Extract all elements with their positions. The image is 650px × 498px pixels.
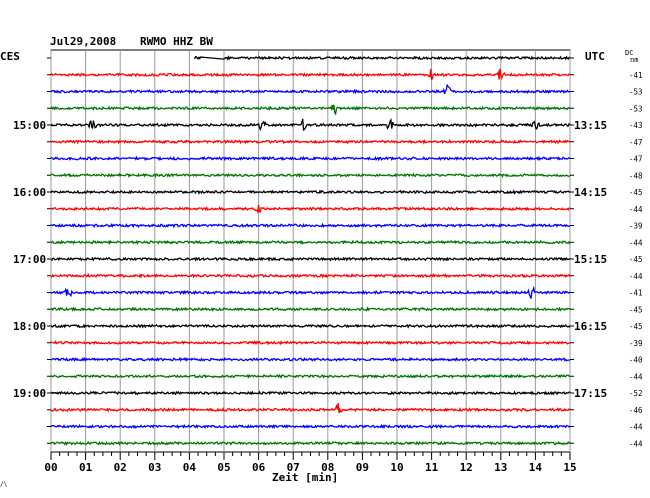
left-time-label: 19:00 xyxy=(13,387,46,400)
dc-offset-label: -48 xyxy=(629,171,643,180)
dc-label-top: DC xyxy=(625,49,633,57)
x-axis-label: Zeit [min] xyxy=(272,471,338,484)
dc-offset-label: -41 xyxy=(629,71,643,80)
x-tick-label: 12 xyxy=(460,461,473,474)
seismic-trace xyxy=(50,339,571,346)
x-tick-label: 10 xyxy=(390,461,403,474)
x-tick-label: 09 xyxy=(356,461,369,474)
seismic-trace xyxy=(50,155,571,162)
dc-offset-label: -40 xyxy=(629,356,643,365)
seismic-trace xyxy=(50,172,571,179)
plot-frame xyxy=(50,49,571,453)
dc-offset-label: -53 xyxy=(629,104,643,113)
seismic-trace xyxy=(50,390,571,396)
chart-labels: Jul29,2008 RWMO HHZ BW CES UTC DC nm Zei… xyxy=(0,35,643,488)
x-tick-label: 06 xyxy=(252,461,266,474)
seismic-trace xyxy=(50,373,571,379)
left-time-label: 15:00 xyxy=(13,119,46,132)
dc-offset-label: -47 xyxy=(629,155,643,164)
seismic-trace xyxy=(50,356,571,363)
dc-offset-label: -39 xyxy=(629,339,643,348)
dc-offset-label: -52 xyxy=(629,389,643,398)
seismic-trace xyxy=(50,440,571,446)
dc-offset-label: -46 xyxy=(629,406,643,415)
x-tick-label: 08 xyxy=(321,461,334,474)
plot-grid xyxy=(47,49,574,460)
dc-offset-label: -44 xyxy=(629,439,643,448)
seismic-trace xyxy=(194,55,571,61)
seismic-trace xyxy=(50,222,571,229)
seismic-trace xyxy=(50,256,571,262)
station-title: RWMO HHZ BW xyxy=(140,35,213,48)
dc-offset-label: -45 xyxy=(629,255,643,264)
right-time-label: 16:15 xyxy=(574,320,607,333)
dc-offset-label: -43 xyxy=(629,121,643,130)
x-tick-label: 13 xyxy=(494,461,507,474)
dc-offset-label: -44 xyxy=(629,205,643,214)
seismic-trace xyxy=(50,118,571,131)
right-timezone-label: UTC xyxy=(585,50,605,63)
seismic-trace xyxy=(50,403,571,414)
seismic-trace xyxy=(50,138,571,145)
dc-offset-label: -47 xyxy=(629,138,643,147)
right-time-label: 17:15 xyxy=(574,387,607,400)
seismic-trace xyxy=(50,83,571,95)
seismic-trace xyxy=(50,272,571,279)
x-tick-label: 14 xyxy=(529,461,543,474)
seismic-traces xyxy=(50,55,571,446)
right-time-label: 13:15 xyxy=(574,119,607,132)
x-tick-label: 04 xyxy=(183,461,197,474)
dc-offset-label: -39 xyxy=(629,222,643,231)
right-time-label: 15:15 xyxy=(574,253,607,266)
left-time-label: 16:00 xyxy=(13,186,46,199)
x-tick-label: 05 xyxy=(217,461,230,474)
x-tick-label: 11 xyxy=(425,461,439,474)
seismic-trace xyxy=(50,189,571,195)
dc-label-bottom: nm xyxy=(630,56,638,64)
seismic-trace xyxy=(50,306,571,313)
seismic-trace xyxy=(50,285,571,299)
left-timezone-label: CES xyxy=(0,50,20,63)
x-tick-label: 01 xyxy=(79,461,93,474)
seismic-trace xyxy=(50,239,571,246)
x-tick-label: 07 xyxy=(287,461,300,474)
x-tick-label: 00 xyxy=(44,461,57,474)
seismic-trace xyxy=(50,423,571,430)
dc-offset-label: -45 xyxy=(629,322,643,331)
dc-offset-label: -45 xyxy=(629,188,643,197)
dc-offset-label: -45 xyxy=(629,305,643,314)
dc-offset-label: -53 xyxy=(629,88,643,97)
left-time-label: 17:00 xyxy=(13,253,46,266)
left-time-label: 18:00 xyxy=(13,320,46,333)
dc-offset-label: -44 xyxy=(629,423,643,432)
dc-offset-label: -41 xyxy=(629,289,643,298)
x-tick-label: 02 xyxy=(114,461,127,474)
dc-offset-label: -44 xyxy=(629,272,643,281)
corner-mark: /\ xyxy=(0,481,8,488)
seismic-trace xyxy=(50,204,571,214)
seismic-trace xyxy=(51,68,571,81)
seismic-trace xyxy=(50,323,571,329)
date-title: Jul29,2008 xyxy=(50,35,116,48)
dc-offset-label: -44 xyxy=(629,238,643,247)
x-tick-label: 03 xyxy=(148,461,161,474)
right-time-label: 14:15 xyxy=(574,186,607,199)
dc-offset-label: -44 xyxy=(629,372,643,381)
seismic-trace xyxy=(50,104,571,116)
x-tick-label: 15 xyxy=(563,461,576,474)
